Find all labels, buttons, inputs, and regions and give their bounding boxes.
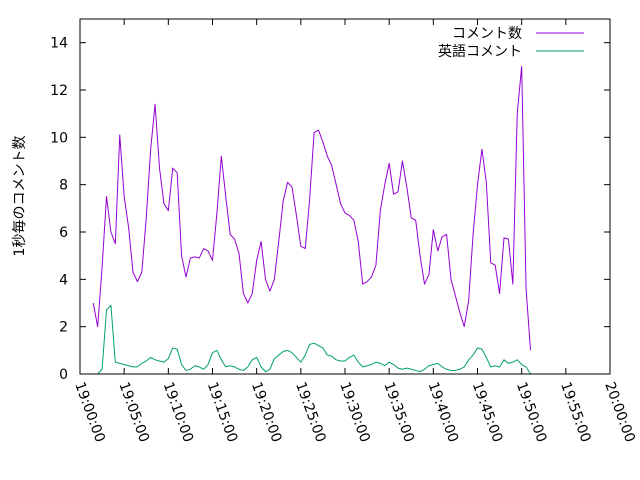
series-line-1 (97, 304, 531, 375)
y-tick-label: 2 (59, 320, 68, 336)
series-lines (92, 65, 531, 375)
series-line-0 (92, 65, 531, 351)
y-tick-label: 6 (59, 225, 68, 241)
y-tick-label: 14 (50, 36, 68, 52)
y-tick-label: 10 (50, 130, 68, 146)
y-tick-label: 12 (50, 83, 68, 99)
legend-label-1: 英語コメント (438, 43, 522, 60)
y-axis: 0 2 4 6 8 10 12 14 (50, 36, 610, 383)
y-axis-title: 1秒毎のコメント数 (12, 136, 28, 257)
y-tick-label: 8 (59, 178, 68, 194)
y-tick-label: 0 (59, 367, 68, 383)
y-tick-label: 4 (59, 272, 68, 288)
legend-label-0: コメント数 (452, 26, 522, 42)
